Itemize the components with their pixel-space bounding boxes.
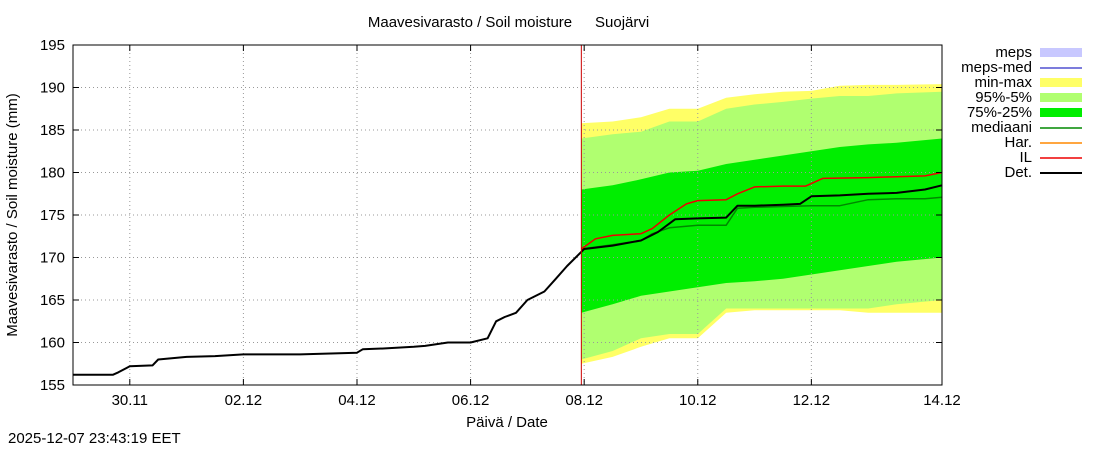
y-axis: 155 160 165 170 175 180 185 190 195 <box>40 37 942 394</box>
legend-swatch <box>1040 93 1082 102</box>
y-tick-label: 185 <box>40 122 65 139</box>
y-tick-label: 155 <box>40 377 65 394</box>
x-tick-label: 06.12 <box>452 392 490 409</box>
legend-swatch <box>1040 48 1082 57</box>
y-tick-label: 165 <box>40 292 65 309</box>
y-tick-label: 190 <box>40 80 65 97</box>
legend-label: 75%-25% <box>967 104 1032 121</box>
x-tick-label: 30.11 <box>112 392 148 409</box>
y-tick-label: 170 <box>40 250 65 267</box>
legend-label: meps <box>995 44 1032 61</box>
x-tick-label: 14.12 <box>923 392 961 409</box>
series-layer <box>73 171 943 376</box>
y-tick-label: 195 <box>40 37 65 54</box>
x-axis-label: Päivä / Date <box>466 414 548 431</box>
chart-station: Suojärvi <box>595 14 649 31</box>
series-det- <box>73 184 943 376</box>
legend-label: Det. <box>1004 164 1032 181</box>
legend-label: mediaani <box>971 119 1032 136</box>
legend-label: IL <box>1019 149 1032 166</box>
x-tick-label: 04.12 <box>338 392 376 409</box>
band-75%-25% <box>581 138 942 313</box>
x-tick-label: 08.12 <box>565 392 603 409</box>
x-axis: 30.11 02.12 04.12 06.12 08.12 10.12 12.12 14.12 <box>112 45 961 409</box>
y-tick-label: 180 <box>40 165 65 182</box>
legend-label: meps-med <box>961 59 1032 76</box>
legend-label: 95%-5% <box>975 89 1032 106</box>
y-tick-label: 175 <box>40 207 65 224</box>
bands-layer <box>581 84 942 364</box>
legend-label: min-max <box>974 74 1032 91</box>
series-il <box>580 171 943 250</box>
chart-title: Maavesivarasto / Soil moisture <box>368 14 572 31</box>
grid-layer <box>73 45 942 385</box>
legend-swatch <box>1040 78 1082 87</box>
x-tick-label: 02.12 <box>225 392 263 409</box>
y-axis-label: Maavesivarasto / Soil moisture (mm) <box>4 93 21 336</box>
legend: mepsmeps-medmin-max95%-5%75%-25%mediaani… <box>961 44 1082 181</box>
timestamp: 2025-12-07 23:43:19 EET <box>8 430 181 447</box>
x-tick-label: 10.12 <box>679 392 717 409</box>
y-tick-label: 160 <box>40 335 65 352</box>
x-tick-label: 12.12 <box>793 392 831 409</box>
legend-label: Har. <box>1004 134 1032 151</box>
legend-swatch <box>1040 108 1082 117</box>
